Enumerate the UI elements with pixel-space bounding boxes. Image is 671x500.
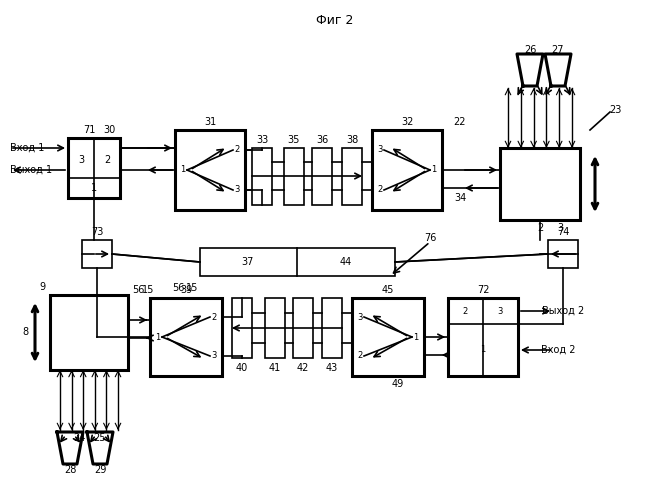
Text: 3: 3 — [234, 186, 240, 194]
Text: 1: 1 — [480, 346, 486, 354]
Bar — [322, 298, 342, 358]
Text: 25: 25 — [93, 433, 105, 443]
Text: 2: 2 — [462, 306, 468, 316]
Bar — [548, 240, 578, 268]
Text: 28: 28 — [64, 465, 76, 475]
Text: 3: 3 — [358, 312, 363, 322]
Text: 45: 45 — [382, 285, 394, 295]
Text: 34: 34 — [454, 193, 466, 203]
Text: 2: 2 — [211, 312, 217, 322]
Text: 56: 56 — [172, 283, 184, 293]
Text: Вход 2: Вход 2 — [541, 345, 575, 355]
Text: 1: 1 — [431, 166, 437, 174]
Text: Фиг 2: Фиг 2 — [316, 14, 354, 26]
Bar — [372, 130, 442, 210]
Text: 31: 31 — [204, 117, 216, 127]
Text: 56: 56 — [132, 285, 144, 295]
Text: 38: 38 — [346, 135, 358, 145]
Text: 2: 2 — [358, 352, 362, 360]
Bar — [150, 298, 222, 376]
Text: 3: 3 — [557, 223, 563, 233]
Text: 42: 42 — [297, 363, 309, 373]
Bar — [293, 298, 313, 358]
Text: 29: 29 — [94, 465, 106, 475]
Text: 39: 39 — [180, 285, 192, 295]
Text: 26: 26 — [524, 45, 536, 55]
Text: 44: 44 — [340, 257, 352, 267]
Text: 15: 15 — [186, 283, 198, 293]
Text: 73: 73 — [91, 227, 103, 237]
Text: 32: 32 — [401, 117, 413, 127]
Text: 72: 72 — [477, 285, 489, 295]
Bar — [252, 148, 272, 205]
Text: 22: 22 — [454, 117, 466, 127]
Text: 2: 2 — [234, 146, 240, 154]
Bar — [352, 298, 424, 376]
Bar — [68, 138, 120, 198]
Text: 1: 1 — [180, 166, 186, 174]
Text: 3: 3 — [497, 306, 503, 316]
Text: 36: 36 — [316, 135, 328, 145]
Bar — [232, 298, 252, 358]
Bar — [200, 248, 395, 276]
Text: 3: 3 — [211, 352, 217, 360]
Bar — [500, 148, 580, 220]
Text: 71: 71 — [83, 125, 95, 135]
Text: 35: 35 — [288, 135, 300, 145]
Text: Вход 1: Вход 1 — [10, 143, 44, 153]
Bar — [342, 148, 362, 205]
Text: 30: 30 — [103, 125, 115, 135]
Text: 8: 8 — [22, 327, 28, 337]
Bar — [82, 240, 112, 268]
Text: 33: 33 — [256, 135, 268, 145]
Bar — [284, 148, 304, 205]
Text: 2: 2 — [104, 155, 110, 165]
Text: 40: 40 — [236, 363, 248, 373]
Text: 41: 41 — [269, 363, 281, 373]
Text: 23: 23 — [609, 105, 621, 115]
Bar — [265, 298, 285, 358]
Text: 9: 9 — [39, 282, 45, 292]
Text: 2: 2 — [377, 186, 382, 194]
Text: 43: 43 — [326, 363, 338, 373]
Text: 1: 1 — [91, 183, 97, 193]
Text: 27: 27 — [552, 45, 564, 55]
Text: 1: 1 — [413, 332, 419, 342]
Text: Выход 1: Выход 1 — [10, 165, 52, 175]
Bar — [175, 130, 245, 210]
Text: 3: 3 — [377, 146, 382, 154]
Bar — [312, 148, 332, 205]
Text: 24: 24 — [73, 433, 85, 443]
Text: 37: 37 — [242, 257, 254, 267]
Text: 2: 2 — [537, 223, 543, 233]
Text: 15: 15 — [142, 285, 154, 295]
Bar — [448, 298, 518, 376]
Text: 74: 74 — [557, 227, 569, 237]
Text: 3: 3 — [78, 155, 84, 165]
Text: Выход 2: Выход 2 — [542, 306, 584, 316]
Text: 49: 49 — [392, 379, 404, 389]
Text: 76: 76 — [424, 233, 436, 243]
Bar — [50, 295, 128, 370]
Text: 1: 1 — [156, 332, 160, 342]
